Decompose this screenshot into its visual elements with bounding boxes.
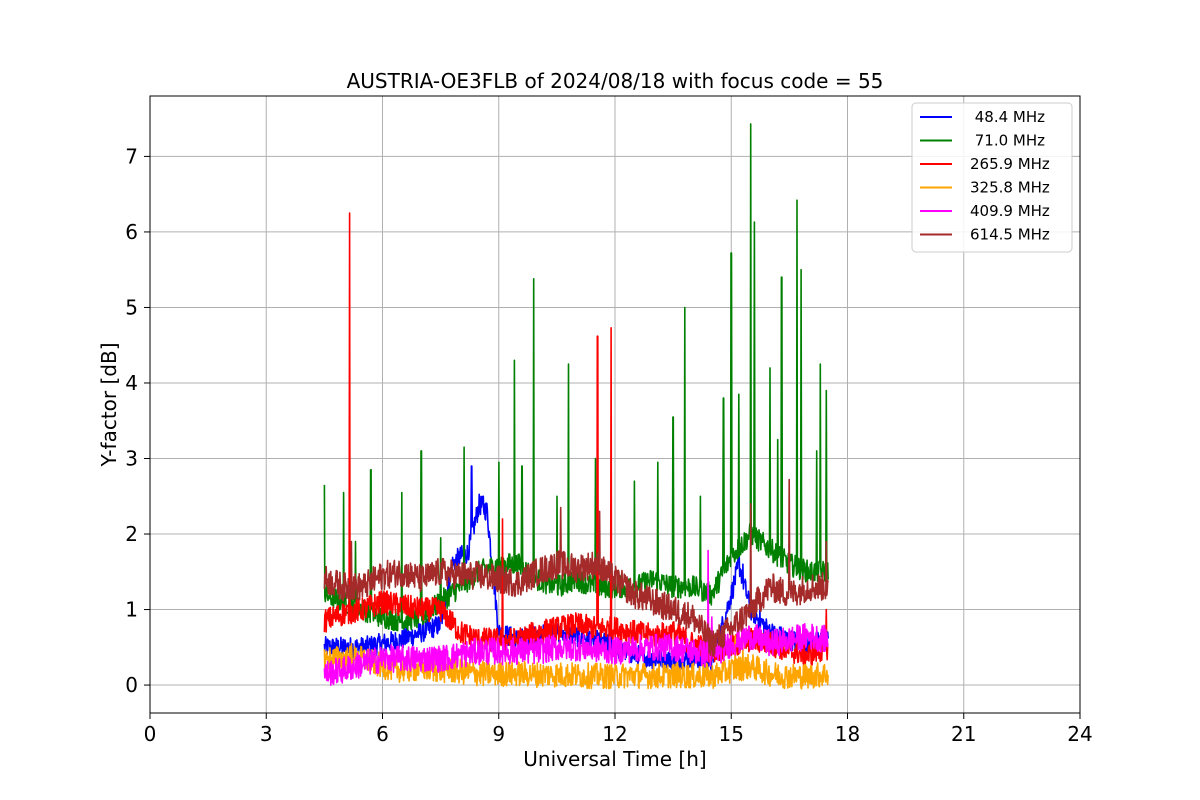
y-tick-label: 1: [125, 598, 138, 622]
x-tick-label: 9: [492, 722, 505, 746]
legend-label: 325.8 MHz: [970, 179, 1050, 197]
y-tick-label: 3: [125, 446, 138, 470]
chart-title: AUSTRIA-OE3FLB of 2024/08/18 with focus …: [347, 69, 884, 93]
y-tick-label: 0: [125, 673, 138, 697]
y-tick-label: 7: [125, 144, 138, 168]
series-line: [323, 549, 829, 687]
x-axis-label: Universal Time [h]: [523, 747, 706, 771]
legend-label: 614.5 MHz: [970, 226, 1050, 244]
legend-label: 48.4 MHz: [970, 108, 1045, 126]
y-tick-label: 5: [125, 295, 138, 319]
series-line: [323, 635, 829, 690]
x-tick-label: 18: [835, 722, 860, 746]
x-tick-label: 21: [951, 722, 976, 746]
x-tick-label: 24: [1067, 722, 1092, 746]
series-line: [323, 465, 829, 673]
x-tick-label: 6: [376, 722, 389, 746]
legend-label: 71.0 MHz: [970, 132, 1045, 150]
x-tick-label: 0: [144, 722, 157, 746]
legend-label: 265.9 MHz: [970, 155, 1050, 173]
y-tick-label: 2: [125, 522, 138, 546]
series-line: [323, 478, 829, 657]
x-tick-label: 3: [260, 722, 273, 746]
x-tick-label: 12: [602, 722, 627, 746]
y-tick-label: 4: [125, 371, 138, 395]
series-lines: [323, 123, 829, 690]
legend-label: 409.9 MHz: [970, 202, 1050, 220]
y-tick-label: 6: [125, 220, 138, 244]
y-axis-label: Y-factor [dB]: [97, 342, 121, 467]
x-tick-label: 15: [719, 722, 744, 746]
legend: 48.4 MHz 71.0 MHz 265.9 MHz 325.8 MHz 409.9…: [911, 102, 1073, 253]
